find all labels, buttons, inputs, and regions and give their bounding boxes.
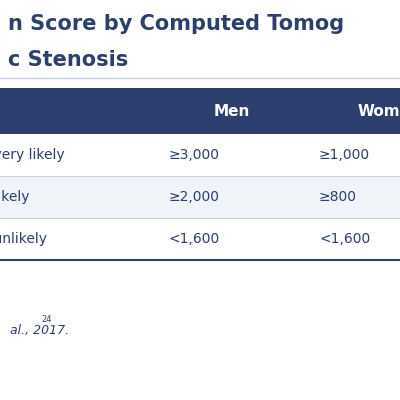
Text: s very likely: s very likely (0, 148, 65, 162)
Text: al., 2017.: al., 2017. (10, 324, 69, 337)
Text: Women: Women (358, 104, 400, 118)
Text: <1,600: <1,600 (319, 232, 370, 246)
Text: Men: Men (214, 104, 250, 118)
Text: ≥1,000: ≥1,000 (319, 148, 370, 162)
Text: ≥3,000: ≥3,000 (169, 148, 220, 162)
Text: 24: 24 (41, 315, 52, 324)
Text: s unlikely: s unlikely (0, 232, 47, 246)
Text: ≥2,000: ≥2,000 (169, 190, 220, 204)
Text: c Stenosis: c Stenosis (8, 50, 128, 70)
Text: s likely: s likely (0, 190, 30, 204)
Text: ≥800: ≥800 (319, 190, 357, 204)
Text: n Score by Computed Tomog: n Score by Computed Tomog (8, 14, 344, 34)
Text: <1,600: <1,600 (169, 232, 220, 246)
